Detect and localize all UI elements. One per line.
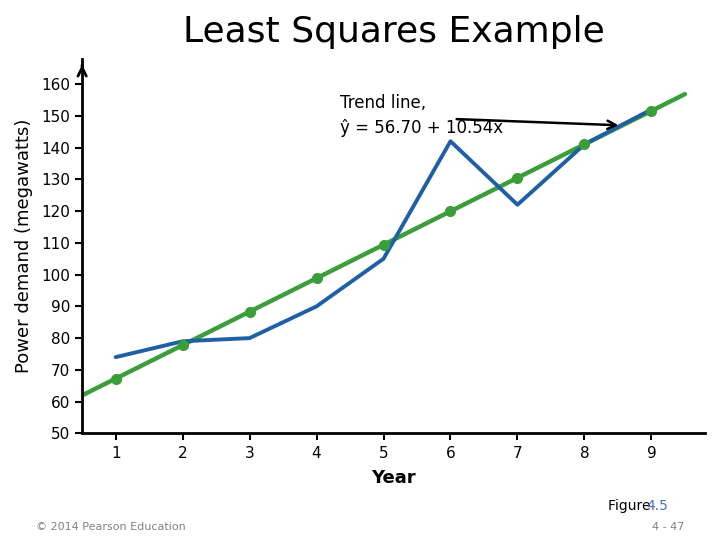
Text: Trend line,: Trend line, [340,93,426,112]
Text: Figure: Figure [608,500,655,514]
Text: 4 - 47: 4 - 47 [652,522,684,532]
Text: © 2014 Pearson Education: © 2014 Pearson Education [36,522,186,532]
Y-axis label: Power demand (megawatts): Power demand (megawatts) [15,119,33,373]
Text: ŷ = 56.70 + 10.54x: ŷ = 56.70 + 10.54x [340,119,503,137]
Text: 4.5: 4.5 [646,500,667,514]
X-axis label: Year: Year [372,469,416,487]
Title: Least Squares Example: Least Squares Example [183,15,605,49]
